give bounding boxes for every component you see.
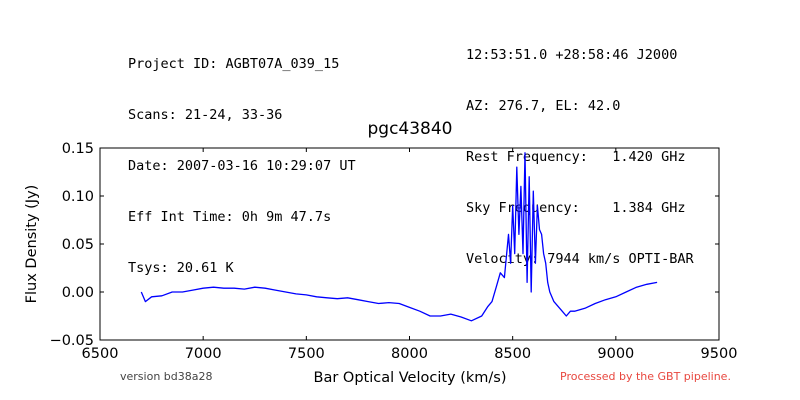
header-info-left: Project ID: AGBT07A_039_15 Scans: 21-24,…: [128, 22, 356, 294]
x-axis-label: Bar Optical Velocity (km/s): [314, 370, 507, 386]
y-tick-label: 0.00: [62, 285, 94, 301]
x-tick-label: 7500: [288, 346, 325, 362]
az-el-line: AZ: 276.7, EL: 42.0: [466, 98, 621, 114]
rest-frequency-line: Rest Frequency: 1.420 GHz: [466, 149, 686, 165]
x-tick-label: 9500: [701, 346, 738, 362]
x-axis: 6500 7000 7500 8000 8500 9000 9500: [82, 148, 738, 362]
y-tick-label: 0.15: [62, 141, 94, 157]
x-tick-label: 6500: [82, 346, 119, 362]
version-label: version bd38a28: [120, 370, 213, 383]
pipeline-note: Processed by the GBT pipeline.: [560, 370, 731, 383]
scans-line: Scans: 21-24, 33-36: [128, 107, 283, 123]
y-tick-label: 0.05: [62, 237, 94, 253]
x-tick-label: 9000: [597, 346, 634, 362]
chart-title: pgc43840: [367, 119, 452, 139]
x-tick-label: 8000: [391, 346, 428, 362]
x-tick-label: 8500: [494, 346, 531, 362]
y-tick-label: 0.10: [62, 189, 94, 205]
eff-int-time-line: Eff Int Time: 0h 9m 47.7s: [128, 209, 332, 225]
plot-series-group: [140, 152, 658, 322]
x-tick-label: 7000: [185, 346, 222, 362]
plot-frame: [99, 147, 720, 341]
date-line: Date: 2007-03-16 10:29:07 UT: [128, 158, 356, 174]
velocity-line: Velocity: 7944 km/s OPTI-BAR: [466, 251, 694, 267]
y-axis: −0.05 0.00 0.05 0.10 0.15: [50, 141, 719, 349]
flux-spectrum-line: [140, 152, 658, 322]
project-id-line: Project ID: AGBT07A_039_15: [128, 56, 340, 72]
header-info-right: 12:53:51.0 +28:58:46 J2000 AZ: 276.7, EL…: [466, 13, 694, 285]
y-tick-label: −0.05: [50, 333, 94, 349]
y-axis-label: Flux Density (Jy): [24, 185, 40, 304]
tsys-line: Tsys: 20.61 K: [128, 260, 234, 276]
coordinates-line: 12:53:51.0 +28:58:46 J2000: [466, 47, 678, 63]
